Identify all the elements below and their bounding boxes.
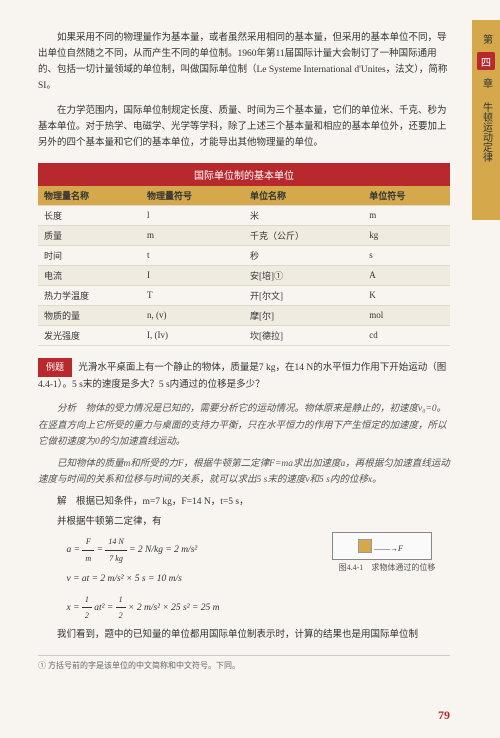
table-row: 质量m千克（公斤）kg [38, 225, 450, 245]
sidebar-top: 第 [479, 34, 494, 44]
analysis-2: 已知物体的质量m和所受的力F，根据牛顿第二定律F=ma求出加速度a，再根据匀加速… [38, 456, 450, 488]
paragraph-2: 在力学范围内，国际单位制规定长度、质量、时间为三个基本量，它们的单位米、千克、秒… [38, 103, 450, 151]
table-row: 长度l米m [38, 205, 450, 225]
table-row: 热力学温度T开[尔文]K [38, 285, 450, 305]
example-block: 例题 光滑水平桌面上有一个静止的物体，质量是7 kg，在14 N的水平恒力作用下… [38, 358, 450, 393]
sidebar-bottom: 章 [479, 78, 494, 88]
figure-4-4-1: ——→F 图4.4-1 求物体通过的位移 [332, 532, 442, 573]
paragraph-1: 如果采用不同的物理量作为基本量，或者虽然采用相同的基本量，但采用的基本单位不同，… [38, 30, 450, 95]
paragraph-3: 我们看到，题中的已知量的单位都用国际单位制表示时，计算的结果也是用国际单位制 [38, 627, 450, 643]
formula-x: x = 12 at² = 12 × 2 m/s² × 25 s² = 25 m [67, 592, 451, 623]
example-tag: 例题 [38, 358, 72, 377]
table-header-cell: 物理量符号 [141, 186, 244, 206]
footnote: ① 方括号前的字是该单位的中文简称和中文符号。下同。 [38, 655, 450, 671]
table-header-cell: 物理量名称 [38, 186, 141, 206]
table-row: 电流I安[培]①A [38, 265, 450, 285]
solution-line-2: 并根据牛顿第二定律，有 [57, 514, 450, 530]
table-header-cell: 单位名称 [244, 186, 363, 206]
chapter-sidebar: 第 四 章 牛顿运动定律 [472, 20, 500, 220]
table-header-cell: 单位符号 [363, 186, 450, 206]
table-row: 时间t秒s [38, 245, 450, 265]
si-units-table: 国际单位制的基本单位 物理量名称物理量符号单位名称单位符号 长度l米m质量m千克… [38, 163, 450, 346]
page-number: 79 [438, 708, 450, 723]
analysis-1: 分析 物体的受力情况是已知的，需要分析它的运动情况。物体原来是静止的，初速度v₀… [38, 401, 450, 449]
example-text: 光滑水平桌面上有一个静止的物体，质量是7 kg，在14 N的水平恒力作用下开始运… [38, 363, 446, 390]
figure-caption: 图4.4-1 求物体通过的位移 [332, 562, 442, 573]
table-title: 国际单位制的基本单位 [38, 163, 450, 186]
chapter-title: 牛顿运动定律 [479, 102, 494, 162]
table-row: 物质的量n, (v)摩[尔]mol [38, 305, 450, 325]
chapter-number-icon: 四 [477, 52, 495, 70]
solution-line-1: 解 根据已知条件，m=7 kg，F=14 N，t=5 s， [57, 494, 450, 510]
table-row: 发光强度I, (Iv)坎[德拉]cd [38, 325, 450, 345]
